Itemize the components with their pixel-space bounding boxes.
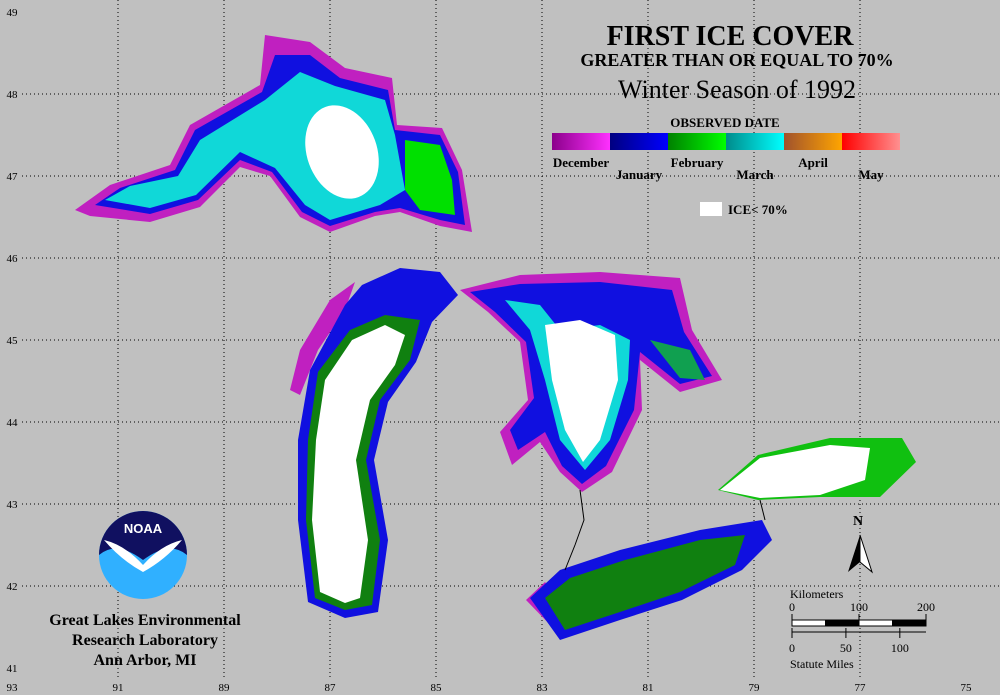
scale-segment	[858, 619, 893, 627]
scale-segment	[791, 619, 826, 627]
latitude-label: 44	[7, 417, 19, 429]
scale-mi-tick: 0	[789, 641, 795, 655]
legend-swatch	[726, 133, 784, 150]
lake-huron	[460, 272, 722, 492]
legend-label: February	[671, 155, 724, 170]
lake-michigan	[290, 268, 458, 618]
legend-label: January	[616, 167, 663, 182]
scale-km-tick: 200	[917, 600, 935, 614]
scale-mi-label: Statute Miles	[790, 657, 854, 671]
legend-swatch	[842, 133, 900, 150]
legend: December January February March April May	[552, 133, 900, 182]
scale-bar: 0 100 200 0 50 100	[789, 600, 935, 655]
legend-swatch	[784, 133, 842, 150]
longitude-label: 81	[643, 682, 654, 694]
lab-name: Great Lakes Environmental	[49, 612, 241, 629]
legend-title: OBSERVED DATE	[670, 115, 779, 130]
scale-mi-tick: 50	[840, 641, 852, 655]
latitude-label: 43	[7, 499, 19, 511]
latitude-label: 48	[7, 89, 19, 101]
legend-label: April	[798, 155, 828, 170]
longitude-label: 79	[749, 682, 761, 694]
scale-km-label: Kilometers	[790, 587, 844, 601]
noaa-logo: NOAA	[99, 511, 187, 599]
latitude-label: 41	[7, 663, 18, 675]
longitude-label: 89	[219, 682, 231, 694]
longitude-label: 77	[855, 682, 867, 694]
latitude-label: 46	[7, 253, 19, 265]
scale-segment	[892, 619, 927, 627]
north-label: N	[853, 514, 863, 529]
longitude-label: 91	[113, 682, 124, 694]
scale-segment	[825, 619, 860, 627]
ice-swatch	[700, 202, 722, 216]
lab-location: Ann Arbor, MI	[94, 652, 197, 669]
legend-label: May	[858, 167, 884, 182]
latitude-label: 47	[7, 171, 19, 183]
longitude-label: 75	[961, 682, 973, 694]
scale-km-tick: 100	[850, 600, 868, 614]
latitude-label: 42	[7, 581, 18, 593]
legend-label: March	[736, 167, 774, 182]
legend-swatch	[552, 133, 610, 150]
longitude-label: 83	[537, 682, 549, 694]
longitude-label: 85	[431, 682, 443, 694]
logo-text: NOAA	[124, 521, 163, 536]
lake-superior	[75, 35, 472, 232]
lab-name: Research Laboratory	[72, 632, 218, 649]
scale-km-tick: 0	[789, 600, 795, 614]
longitude-label: 87	[325, 682, 337, 694]
ice-label: ICE< 70%	[728, 202, 788, 217]
latitude-label: 45	[7, 335, 19, 347]
season: Winter Season of 1992	[618, 75, 856, 104]
river	[564, 489, 766, 571]
scale-mi-tick: 100	[891, 641, 909, 655]
legend-swatch	[610, 133, 668, 150]
north-arrow	[848, 535, 860, 572]
lake-ontario	[718, 438, 916, 500]
legend-swatch	[668, 133, 726, 150]
latitude-label: 49	[7, 7, 19, 19]
legend-label: December	[553, 155, 610, 170]
north-arrow	[859, 534, 874, 574]
longitude-label: 93	[7, 682, 19, 694]
lake-erie	[526, 520, 772, 640]
subtitle: GREATER THAN OR EQUAL TO 70%	[580, 50, 893, 70]
title: FIRST ICE COVER	[607, 21, 855, 52]
